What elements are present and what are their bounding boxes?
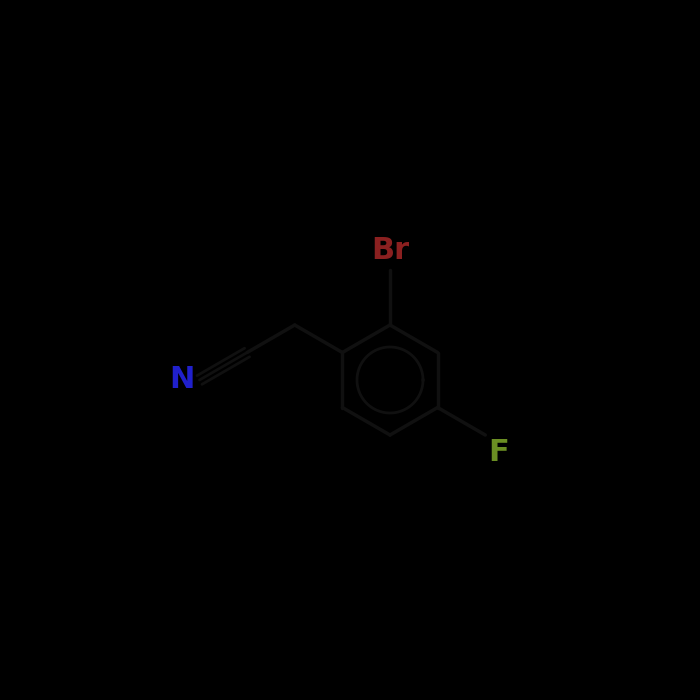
Text: Br: Br (371, 236, 409, 265)
Text: N: N (169, 365, 195, 395)
Text: F: F (489, 438, 509, 467)
